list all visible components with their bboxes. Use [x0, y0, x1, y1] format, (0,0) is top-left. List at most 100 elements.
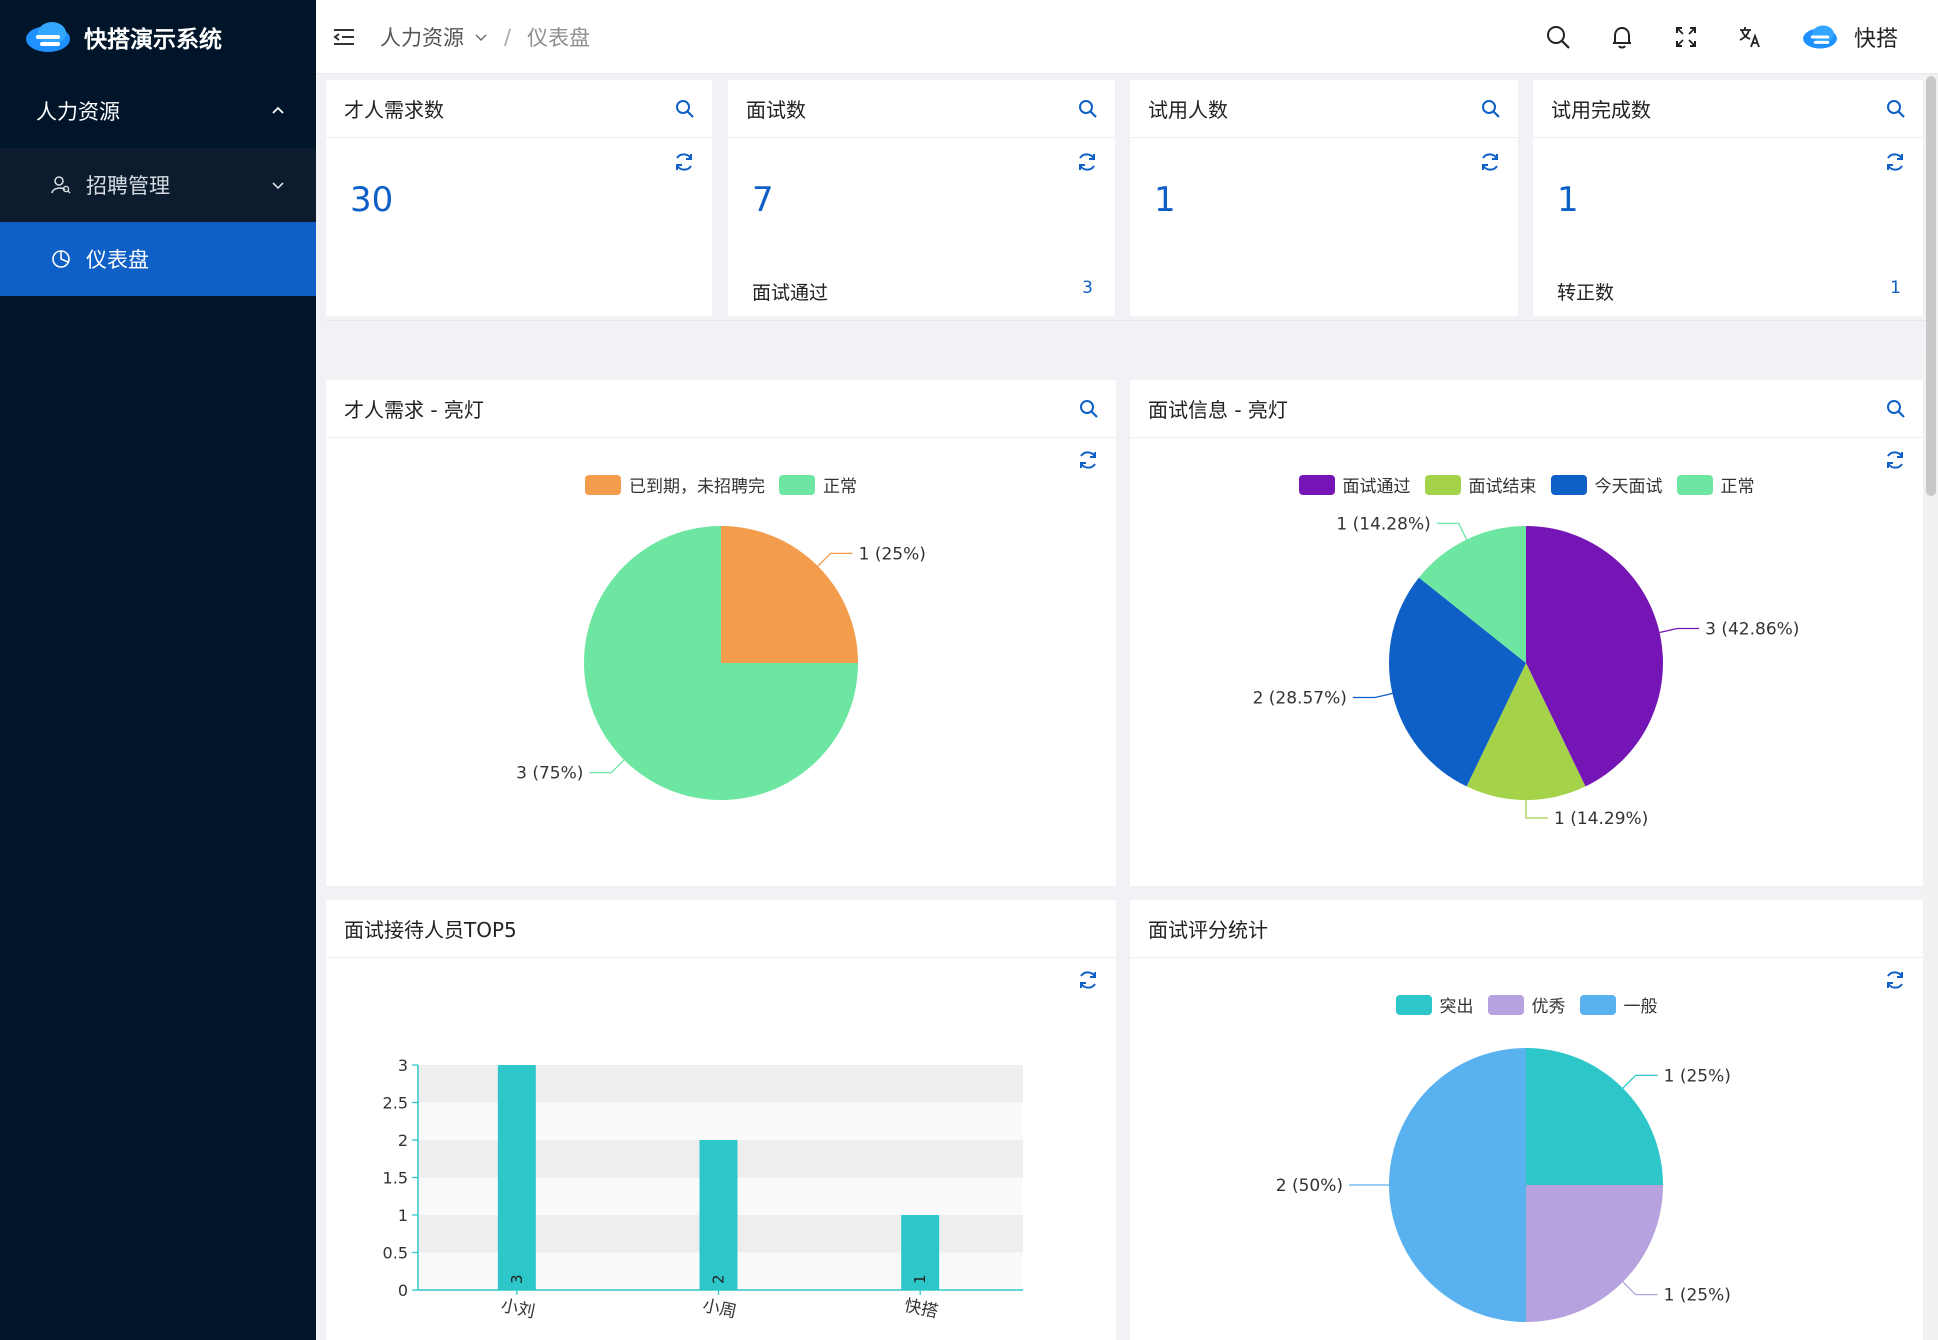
legend-item[interactable]: 一般 — [1579, 992, 1658, 1017]
stat-card-trial: 试用人数 1 — [1130, 80, 1518, 316]
search-icon[interactable] — [1885, 398, 1907, 420]
breadcrumb: 人力资源 / 仪表盘 — [380, 22, 590, 52]
legend-label: 正常 — [823, 477, 857, 497]
bell-icon[interactable] — [1608, 23, 1636, 51]
bar[interactable] — [699, 1140, 738, 1290]
legend-swatch — [1424, 474, 1461, 495]
pie-label-line — [1352, 692, 1393, 699]
stat-sub-label: 转正数 — [1557, 282, 1615, 304]
panel-title: 面试信息 - 亮灯 — [1148, 398, 1288, 422]
pie-chart-icon — [52, 250, 70, 268]
refresh-icon[interactable] — [1478, 150, 1502, 174]
y-tick-label: 2.5 — [383, 1094, 408, 1113]
search-icon[interactable] — [674, 98, 696, 120]
legend-item[interactable]: 优秀 — [1487, 992, 1566, 1017]
search-icon[interactable] — [1077, 98, 1099, 120]
cloud-logo-icon — [26, 22, 70, 52]
bar-value-label: 3 — [508, 1274, 526, 1284]
refresh-icon[interactable] — [672, 150, 696, 174]
x-tick-label: 小刘 — [499, 1296, 536, 1323]
breadcrumb-item-hr[interactable]: 人力资源 — [380, 25, 464, 50]
panel-title: 才人需求 - 亮灯 — [344, 398, 484, 422]
sidebar-item-recruitment[interactable]: 招聘管理 — [0, 148, 316, 222]
fullscreen-icon[interactable] — [1672, 23, 1700, 51]
pie-chart-demand: 1 (25%) 3 (75%) — [516, 526, 926, 800]
pie-label-line — [1659, 627, 1700, 634]
chevron-down-icon — [272, 182, 284, 190]
breadcrumb-separator: / — [504, 24, 512, 49]
refresh-icon[interactable] — [1883, 448, 1907, 472]
bar[interactable] — [901, 1215, 940, 1290]
bar-chart-top5: 0 0.5 1 1.5 2 2.5 3 3 小刘 2 小周 1 快搭 — [383, 1056, 1023, 1323]
legend-swatch — [1579, 994, 1616, 1015]
pie-slice[interactable] — [1389, 1048, 1526, 1322]
pie-slice[interactable] — [1526, 526, 1663, 787]
refresh-icon[interactable] — [1076, 968, 1100, 992]
bar[interactable] — [497, 1065, 536, 1290]
legend-item[interactable]: 正常 — [779, 472, 857, 497]
pie-data-label: 3 (42.86%) — [1705, 620, 1799, 640]
stat-sub-label: 面试通过 — [752, 282, 829, 304]
pie-slice[interactable] — [1389, 577, 1526, 787]
refresh-icon[interactable] — [1883, 150, 1907, 174]
search-icon[interactable] — [1885, 98, 1907, 120]
pie-slice[interactable] — [1526, 1048, 1663, 1185]
pie-data-label: 1 (25%) — [859, 544, 926, 564]
user-menu[interactable]: 快搭 — [1800, 21, 1898, 53]
pie-chart-interview: 3 (42.86%) 1 (14.29%) 2 (28.57%) 1 (14.28%) — [1253, 514, 1800, 829]
legend-item[interactable]: 面试结束 — [1424, 472, 1537, 497]
pie-slice[interactable] — [1526, 1185, 1663, 1322]
panel-title: 面试评分统计 — [1148, 918, 1268, 942]
y-tick-label: 1.5 — [383, 1169, 408, 1188]
pie-label-line — [1525, 800, 1548, 819]
legend-label: 优秀 — [1531, 997, 1566, 1017]
stat-card-interview: 面试数 7 面试通过 3 — [728, 80, 1115, 316]
legend-item[interactable]: 正常 — [1676, 472, 1755, 497]
legend-label: 面试通过 — [1342, 477, 1411, 497]
legend-item[interactable]: 面试通过 — [1298, 472, 1411, 497]
stat-value: 30 — [350, 180, 394, 220]
pie-slice[interactable] — [721, 526, 858, 663]
card-title: 试用人数 — [1148, 98, 1228, 122]
menu-fold-icon[interactable] — [330, 23, 358, 51]
bar-value-label: 1 — [911, 1274, 929, 1284]
sidebar-item-dashboard[interactable]: 仪表盘 — [0, 222, 316, 296]
search-icon[interactable] — [1078, 398, 1100, 420]
brand[interactable]: 快搭演示系统 — [0, 0, 316, 74]
stat-value: 7 — [752, 180, 774, 220]
app-title: 快搭演示系统 — [84, 27, 222, 53]
pie-slice[interactable] — [1466, 663, 1586, 800]
stat-card-demand: 才人需求数 30 — [326, 80, 712, 316]
refresh-icon[interactable] — [1076, 448, 1100, 472]
card-title: 面试数 — [746, 98, 806, 122]
chevron-down-icon — [475, 34, 487, 41]
pie-slice[interactable] — [1418, 526, 1526, 663]
scrollbar-thumb[interactable] — [1926, 76, 1936, 496]
translate-icon[interactable] — [1736, 23, 1764, 51]
legend-item[interactable]: 突出 — [1395, 992, 1474, 1017]
pie-label-line — [1436, 522, 1468, 540]
pie-slice[interactable] — [584, 526, 858, 800]
stat-sub-value: 1 — [1890, 278, 1901, 298]
menu-group-hr[interactable]: 人力资源 — [0, 74, 316, 148]
stat-value: 1 — [1557, 180, 1579, 220]
pie-label-line — [817, 552, 853, 567]
pie-data-label: 1 (14.28%) — [1336, 514, 1430, 534]
stat-sub-row: 面试通过 3 — [752, 278, 1093, 305]
legend-item[interactable]: 已到期，未招聘完 — [585, 472, 765, 497]
stat-sub-value: 3 — [1082, 278, 1093, 298]
legend-label: 面试结束 — [1468, 477, 1537, 497]
y-tick-label: 2 — [398, 1131, 408, 1150]
panel-title: 面试接待人员TOP5 — [344, 918, 517, 942]
refresh-icon[interactable] — [1075, 150, 1099, 174]
search-icon[interactable] — [1544, 23, 1572, 51]
search-icon[interactable] — [1480, 98, 1502, 120]
refresh-icon[interactable] — [1883, 968, 1907, 992]
avatar — [1803, 25, 1837, 49]
legend-item[interactable]: 今天面试 — [1550, 472, 1663, 497]
legend-swatch — [1395, 994, 1432, 1015]
y-tick-label: 0 — [398, 1281, 408, 1300]
sidebar: 快搭演示系统 人力资源 招聘管理 仪表盘 — [0, 0, 316, 1340]
pie-label-line — [589, 759, 625, 774]
chart-legend: 突出 优秀 一般 — [1130, 992, 1923, 1017]
